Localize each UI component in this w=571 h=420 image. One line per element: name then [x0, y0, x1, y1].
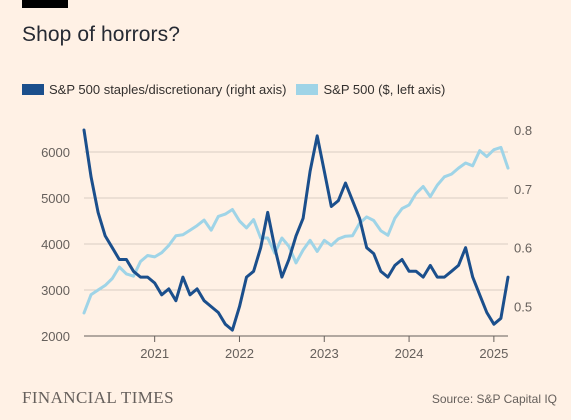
chart-title: Shop of horrors? — [22, 23, 181, 46]
legend-swatch-ratio — [22, 84, 44, 95]
legend-label-ratio: S&P 500 staples/discretionary (right axi… — [49, 82, 287, 97]
x-axis-tick-label: 2024 — [395, 346, 424, 361]
left-axis-tick-label: 2000 — [41, 329, 70, 344]
x-axis-tick-label: 2025 — [479, 346, 508, 361]
header-rule — [22, 0, 68, 8]
x-axis-tick-label: 2022 — [225, 346, 254, 361]
left-axis-tick-label: 5000 — [41, 191, 70, 206]
legend: S&P 500 staples/discretionary (right axi… — [22, 82, 455, 97]
legend-swatch-index — [296, 84, 319, 95]
x-axis-tick-label: 2023 — [310, 346, 339, 361]
legend-item-index: S&P 500 ($, left axis) — [296, 82, 445, 97]
series-line-staples-discretionary — [82, 128, 510, 332]
right-axis-tick-label: 0.5 — [514, 300, 532, 315]
legend-label-index: S&P 500 ($, left axis) — [323, 82, 446, 97]
series-line-sp500 — [82, 145, 510, 315]
left-axis-tick-label: 4000 — [41, 237, 70, 252]
line-chart: 2000 3000 4000 5000 6000 0.5 0.6 0.7 0.8 2021 2022… — [41, 123, 532, 361]
left-axis-tick-label: 6000 — [41, 145, 70, 160]
right-axis-tick-label: 0.7 — [514, 182, 532, 197]
legend-item-ratio: S&P 500 staples/discretionary (right axi… — [22, 82, 286, 97]
x-axis-tick-label: 2021 — [140, 346, 169, 361]
ft-logo-text: FINANCIAL TIMES — [22, 388, 174, 407]
right-axis-tick-label: 0.8 — [514, 123, 532, 138]
source-note: Source: S&P Capital IQ — [431, 392, 557, 406]
right-axis-tick-label: 0.6 — [514, 241, 532, 256]
left-axis-tick-label: 3000 — [41, 283, 70, 298]
